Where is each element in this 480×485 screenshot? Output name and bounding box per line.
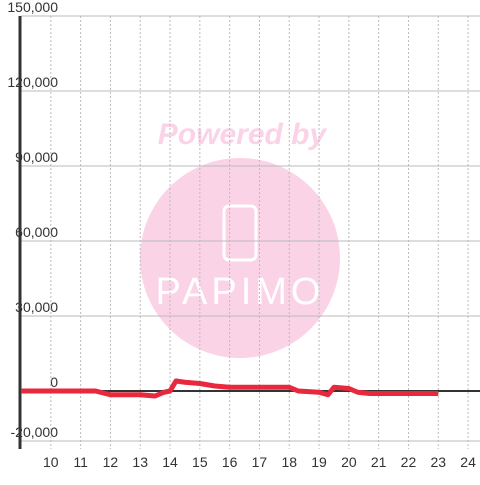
x-tick-label: 15 bbox=[192, 454, 208, 470]
x-tick-label: 11 bbox=[73, 454, 88, 470]
watermark-logo: PAPIMO bbox=[156, 271, 325, 313]
watermark-text: Powered by bbox=[158, 118, 328, 151]
x-tick-label: 22 bbox=[401, 454, 417, 470]
x-tick-label: 17 bbox=[252, 454, 268, 470]
x-tick-label: 12 bbox=[103, 454, 119, 470]
x-tick-label: 13 bbox=[132, 454, 148, 470]
y-tick-label: 150,000 bbox=[7, 0, 58, 15]
x-tick-label: 20 bbox=[341, 454, 357, 470]
watermark-circle bbox=[140, 158, 340, 358]
x-tick-label: 24 bbox=[460, 454, 476, 470]
y-tick-label: 90,000 bbox=[15, 149, 58, 165]
y-tick-label: 60,000 bbox=[15, 224, 58, 240]
x-tick-label: 16 bbox=[222, 454, 238, 470]
x-tick-label: 18 bbox=[281, 454, 297, 470]
data-line bbox=[21, 378, 439, 399]
y-tick-label: 0 bbox=[50, 374, 58, 390]
y-tick-label: -20,000 bbox=[11, 424, 59, 440]
y-tick-label: 30,000 bbox=[15, 299, 58, 315]
watermark-icon bbox=[222, 204, 258, 262]
x-tick-label: 21 bbox=[371, 454, 387, 470]
x-tick-label: 23 bbox=[430, 454, 446, 470]
x-tick-label: 14 bbox=[162, 454, 178, 470]
x-tick-label: 19 bbox=[311, 454, 327, 470]
x-tick-label: 10 bbox=[43, 454, 59, 470]
